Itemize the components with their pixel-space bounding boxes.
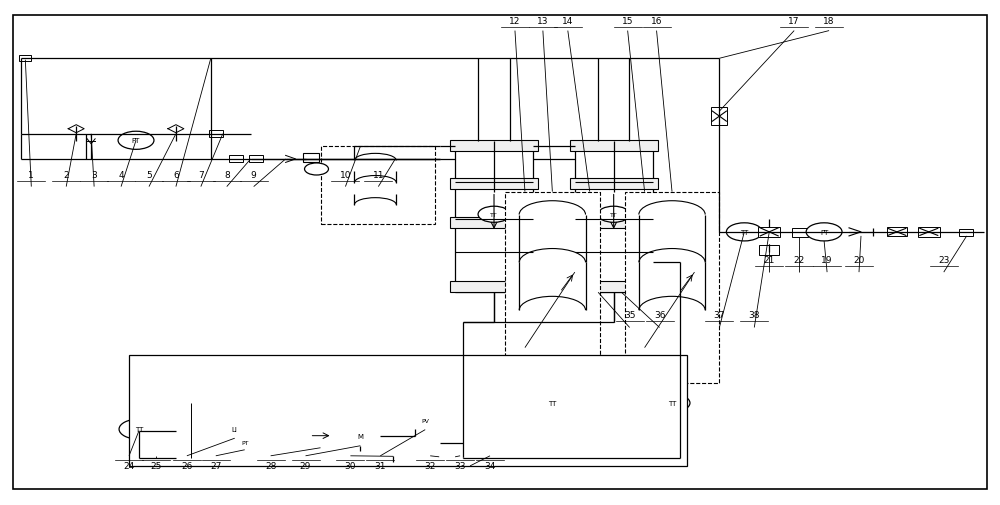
- Circle shape: [375, 438, 411, 457]
- Circle shape: [230, 435, 260, 450]
- Text: TT: TT: [668, 400, 676, 406]
- Text: 30: 30: [345, 462, 356, 471]
- Circle shape: [297, 424, 344, 448]
- Text: 24: 24: [123, 462, 135, 471]
- Text: LI: LI: [232, 426, 238, 432]
- Text: 12: 12: [509, 17, 521, 26]
- Text: 27: 27: [210, 462, 221, 471]
- Bar: [711, 108, 727, 126]
- Bar: [450, 141, 538, 152]
- Bar: [415, 429, 463, 457]
- Text: 36: 36: [654, 311, 665, 320]
- Bar: [450, 218, 538, 229]
- Text: 28: 28: [265, 462, 276, 471]
- Text: TT: TT: [548, 400, 557, 406]
- Text: 11: 11: [373, 170, 384, 179]
- Circle shape: [407, 412, 443, 430]
- Text: 9: 9: [251, 170, 257, 179]
- Text: 13: 13: [537, 17, 549, 26]
- Text: TT: TT: [610, 212, 617, 217]
- Text: 33: 33: [454, 462, 466, 471]
- Circle shape: [119, 419, 159, 439]
- Text: 29: 29: [300, 462, 311, 471]
- Text: 23: 23: [938, 256, 949, 265]
- Bar: [450, 282, 538, 293]
- Text: 32: 32: [425, 462, 436, 471]
- Bar: [229, 156, 243, 163]
- Text: PV: PV: [421, 418, 429, 423]
- Bar: [959, 229, 973, 236]
- Text: 8: 8: [224, 170, 230, 179]
- Text: PT: PT: [241, 440, 248, 445]
- Text: 4: 4: [118, 170, 124, 179]
- Text: 19: 19: [821, 256, 833, 265]
- Text: 38: 38: [749, 311, 760, 320]
- Text: PT: PT: [132, 138, 140, 144]
- Text: 34: 34: [484, 462, 496, 471]
- Text: 25: 25: [150, 462, 162, 471]
- Text: 10: 10: [340, 170, 351, 179]
- Text: M: M: [357, 433, 363, 439]
- Bar: [570, 179, 658, 190]
- Text: 6: 6: [173, 170, 179, 179]
- Text: 14: 14: [562, 17, 573, 26]
- Text: 2: 2: [63, 170, 69, 179]
- Circle shape: [118, 132, 154, 150]
- Text: 1: 1: [28, 170, 34, 179]
- Text: 35: 35: [624, 311, 635, 320]
- Text: 22: 22: [794, 256, 805, 265]
- Circle shape: [806, 223, 842, 241]
- Text: 20: 20: [853, 256, 865, 265]
- Bar: [19, 56, 31, 62]
- Text: TT: TT: [135, 426, 143, 432]
- Bar: [455, 142, 533, 293]
- Text: 17: 17: [788, 17, 800, 26]
- Text: 26: 26: [181, 462, 193, 471]
- Bar: [758, 227, 780, 237]
- Text: 7: 7: [198, 170, 204, 179]
- Circle shape: [534, 394, 570, 412]
- Text: PT: PT: [820, 229, 828, 235]
- Bar: [209, 131, 223, 138]
- Bar: [625, 192, 719, 383]
- Text: 16: 16: [651, 17, 662, 26]
- Circle shape: [478, 207, 510, 223]
- Text: TT: TT: [740, 229, 749, 235]
- Bar: [303, 154, 319, 163]
- Bar: [918, 227, 940, 237]
- Text: 15: 15: [622, 17, 633, 26]
- Text: 3: 3: [91, 170, 97, 179]
- Circle shape: [598, 207, 630, 223]
- Circle shape: [726, 223, 762, 241]
- Bar: [129, 356, 687, 466]
- Bar: [792, 228, 808, 237]
- Bar: [320, 147, 435, 225]
- Text: 21: 21: [764, 256, 775, 265]
- Bar: [575, 142, 653, 293]
- Circle shape: [305, 164, 328, 176]
- Bar: [505, 192, 600, 383]
- Text: 31: 31: [375, 462, 386, 471]
- Text: TT: TT: [490, 212, 498, 217]
- Bar: [759, 246, 779, 255]
- Bar: [570, 141, 658, 152]
- Circle shape: [340, 426, 380, 446]
- Circle shape: [654, 394, 690, 412]
- Bar: [249, 156, 263, 163]
- Circle shape: [217, 420, 253, 438]
- Bar: [450, 179, 538, 190]
- Text: 37: 37: [714, 311, 725, 320]
- Bar: [570, 282, 658, 293]
- Bar: [176, 403, 271, 459]
- Bar: [887, 228, 907, 237]
- Text: 18: 18: [823, 17, 835, 26]
- Text: 5: 5: [146, 170, 152, 179]
- Bar: [570, 218, 658, 229]
